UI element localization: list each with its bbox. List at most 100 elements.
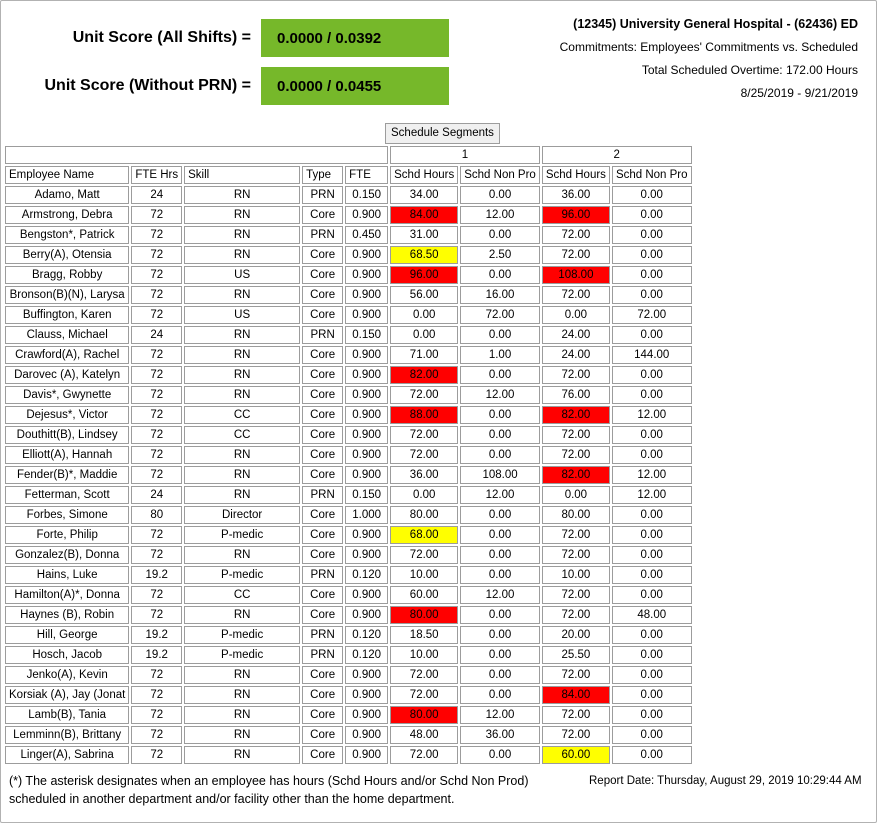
seg2-schd-hours-cell: 82.00	[541, 406, 610, 424]
type-cell: Core	[302, 546, 344, 564]
seg1-schd-non-pro-cell: 0.00	[460, 646, 540, 664]
fte-hrs-cell: 72	[131, 666, 183, 684]
fte-hrs-cell: 19.2	[131, 626, 183, 644]
employee-row: Haynes (B), Robin 72 RN Core 0.900 80.00 0.00 7…	[5, 606, 692, 624]
seg1-schd-non-pro-cell: 0.00	[460, 366, 540, 384]
skill-cell: RN	[184, 606, 301, 624]
type-cell: Core	[302, 726, 344, 744]
employee-name-cell: Linger(A), Sabrina	[5, 746, 130, 764]
fte-cell: 0.900	[345, 546, 389, 564]
seg2-schd-hours-cell: 25.50	[541, 646, 610, 664]
seg2-schd-non-pro-cell: 0.00	[611, 366, 692, 384]
employee-row: Davis*, Gwynette 72 RN Core 0.900 72.00 12.00 7…	[5, 386, 692, 404]
skill-cell: RN	[184, 706, 301, 724]
report-header: (12345) University General Hospital - (6…	[560, 17, 858, 109]
seg1-schd-hours-cell: 72.00	[390, 666, 459, 684]
fte-hrs-cell: 24	[131, 326, 183, 344]
fte-hrs-cell: 72	[131, 266, 183, 284]
seg1-schd-non-pro-cell: 0.00	[460, 326, 540, 344]
seg2-schd-non-pro-cell: 12.00	[611, 486, 692, 504]
type-cell: Core	[302, 586, 344, 604]
skill-cell: RN	[184, 366, 301, 384]
type-cell: PRN	[302, 186, 344, 204]
employee-name-cell: Adamo, Matt	[5, 186, 130, 204]
seg2-schd-non-pro-cell: 0.00	[611, 586, 692, 604]
fte-hrs-header: FTE Hrs	[131, 166, 183, 184]
seg2-schd-non-pro-cell: 0.00	[611, 566, 692, 584]
employee-row: Clauss, Michael 24 RN PRN 0.150 0.00 0.00 24.00…	[5, 326, 692, 344]
seg2-schd-non-pro-cell: 0.00	[611, 286, 692, 304]
seg2-schd-non-pro-cell: 12.00	[611, 406, 692, 424]
seg2-schd-hours-cell: 24.00	[541, 346, 610, 364]
seg2-schd-non-pro-cell: 0.00	[611, 706, 692, 724]
employee-name-cell: Lamb(B), Tania	[5, 706, 130, 724]
seg2-schd-hours-cell: 108.00	[541, 266, 610, 284]
seg2-schd-hours-cell: 72.00	[541, 586, 610, 604]
seg1-schd-non-pro-cell: 108.00	[460, 466, 540, 484]
unit-score-without-prn-row: Unit Score (Without PRN) = 0.0000 / 0.04…	[1, 67, 449, 105]
fte-hrs-cell: 72	[131, 446, 183, 464]
employee-name-cell: Douthitt(B), Lindsey	[5, 426, 130, 444]
employee-name-header: Employee Name	[5, 166, 130, 184]
type-cell: Core	[302, 246, 344, 264]
fte-cell: 0.120	[345, 646, 389, 664]
seg2-schd-non-pro-cell: 0.00	[611, 246, 692, 264]
skill-cell: US	[184, 306, 301, 324]
fte-hrs-cell: 72	[131, 546, 183, 564]
seg2-schd-hours-cell: 72.00	[541, 446, 610, 464]
fte-hrs-cell: 72	[131, 426, 183, 444]
skill-cell: P-medic	[184, 566, 301, 584]
seg1-schd-hours-cell: 80.00	[390, 606, 459, 624]
seg1-schd-non-pro-cell: 1.00	[460, 346, 540, 364]
seg2-schd-hours-cell: 82.00	[541, 466, 610, 484]
seg2-schd-hours-cell: 36.00	[541, 186, 610, 204]
type-cell: Core	[302, 406, 344, 424]
seg2-schd-non-pro-cell: 0.00	[611, 386, 692, 404]
seg1-schd-hours-cell: 72.00	[390, 546, 459, 564]
asterisk-note: (*) The asterisk designates when an empl…	[9, 772, 529, 808]
employee-name-cell: Elliott(A), Hannah	[5, 446, 130, 464]
seg2-schd-hours-cell: 0.00	[541, 306, 610, 324]
seg1-schd-non-pro-cell: 12.00	[460, 706, 540, 724]
type-cell: Core	[302, 386, 344, 404]
skill-cell: RN	[184, 346, 301, 364]
seg1-schd-hours-cell: 68.50	[390, 246, 459, 264]
unit-score-all-shifts-value: 0.0000 / 0.0392	[261, 19, 449, 57]
employee-row: Adamo, Matt 24 RN PRN 0.150 34.00 0.00 36.00 0.0…	[5, 186, 692, 204]
fte-cell: 0.150	[345, 186, 389, 204]
employee-name-cell: Forbes, Simone	[5, 506, 130, 524]
seg2-schd-non-pro-cell: 0.00	[611, 626, 692, 644]
employee-row: Armstrong, Debra 72 RN Core 0.900 84.00 12.00 9…	[5, 206, 692, 224]
employee-name-cell: Korsiak (A), Jay (Jonat	[5, 686, 130, 704]
type-cell: Core	[302, 666, 344, 684]
seg2-schd-hours-cell: 72.00	[541, 606, 610, 624]
report-subtitle: Commitments: Employees' Commitments vs. …	[559, 40, 858, 54]
seg2-schd-hours-cell: 20.00	[541, 626, 610, 644]
unit-score-without-prn-label: Unit Score (Without PRN) =	[44, 77, 251, 94]
employee-row: Jenko(A), Kevin 72 RN Core 0.900 72.00 0.00 72.…	[5, 666, 692, 684]
seg2-schd-non-pro-cell: 0.00	[611, 546, 692, 564]
employee-name-cell: Lemminn(B), Brittany	[5, 726, 130, 744]
fte-hrs-cell: 72	[131, 226, 183, 244]
fte-cell: 1.000	[345, 506, 389, 524]
type-cell: Core	[302, 206, 344, 224]
employee-row: Korsiak (A), Jay (Jonat 72 RN Core 0.900 72.0…	[5, 686, 692, 704]
seg1-schd-non-pro-cell: 0.00	[460, 266, 540, 284]
seg1-schd-non-pro-cell: 0.00	[460, 186, 540, 204]
fte-cell: 0.450	[345, 226, 389, 244]
skill-cell: RN	[184, 686, 301, 704]
seg1-schd-hours-cell: 31.00	[390, 226, 459, 244]
seg2-schd-hours-cell: 60.00	[541, 746, 610, 764]
seg2-schd-non-pro-cell: 0.00	[611, 686, 692, 704]
seg2-schd-hours-cell: 72.00	[541, 706, 610, 724]
fte-cell: 0.900	[345, 606, 389, 624]
fte-hrs-cell: 19.2	[131, 566, 183, 584]
seg2-schd-hours-cell: 72.00	[541, 726, 610, 744]
employee-row: Fender(B)*, Maddie 72 RN Core 0.900 36.00 108.…	[5, 466, 692, 484]
seg2-schd-non-pro-cell: 144.00	[611, 346, 692, 364]
fte-hrs-cell: 72	[131, 526, 183, 544]
skill-cell: RN	[184, 546, 301, 564]
seg1-schd-hours-cell: 0.00	[390, 486, 459, 504]
segment-row-spacer	[5, 146, 389, 164]
seg1-schd-hours-cell: 60.00	[390, 586, 459, 604]
